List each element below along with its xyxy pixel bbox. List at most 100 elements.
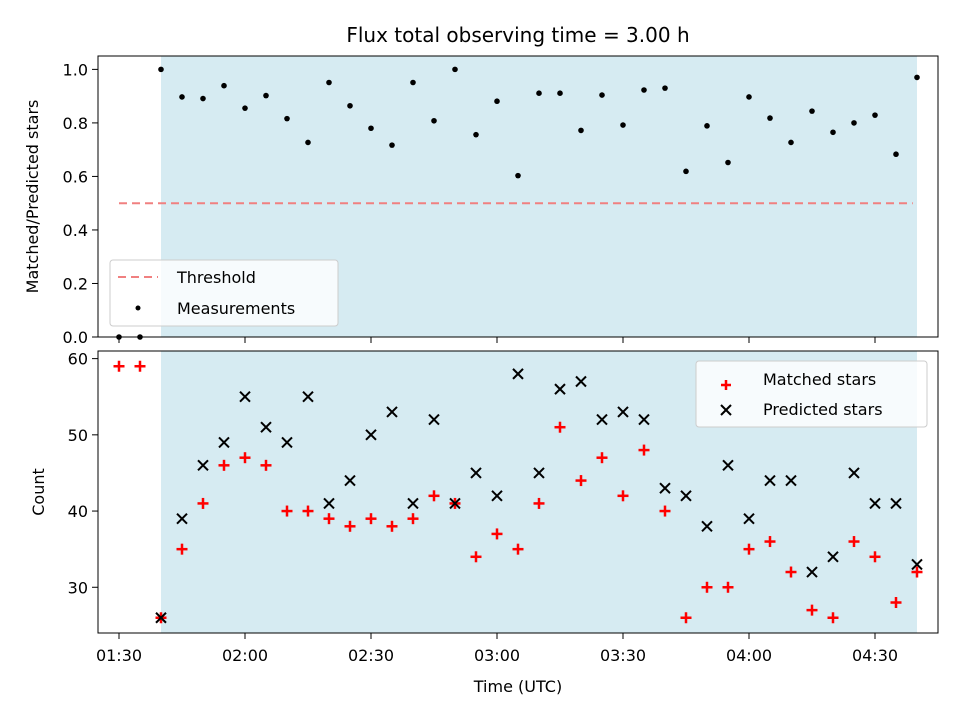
measurement-point bbox=[242, 105, 248, 111]
measurement-point bbox=[347, 102, 353, 109]
measurement-point bbox=[200, 95, 206, 102]
count-panel-frame bbox=[97, 350, 939, 634]
predicted-star-marker bbox=[806, 566, 818, 578]
predicted-star-marker bbox=[512, 368, 524, 380]
measurement-point bbox=[809, 108, 815, 114]
measurement-point bbox=[578, 127, 584, 134]
predicted-star-marker bbox=[218, 436, 230, 449]
predicted-star-marker bbox=[260, 421, 272, 433]
legend-predicted-label: Predicted stars bbox=[763, 400, 883, 419]
matched-star-marker bbox=[806, 604, 818, 616]
count-x-label: Time (UTC) bbox=[473, 677, 562, 696]
predicted-star-marker bbox=[638, 413, 650, 426]
measurement-point bbox=[536, 90, 542, 96]
ratio-y-tick-label: 0.4 bbox=[63, 221, 88, 240]
measurement-point bbox=[620, 122, 626, 128]
measurement-point bbox=[641, 87, 647, 93]
count-legend-box bbox=[695, 360, 928, 428]
predicted-star-marker bbox=[470, 467, 482, 479]
ratio-y-tick-label: 1.0 bbox=[63, 60, 88, 79]
legend-matched-swatch bbox=[721, 380, 731, 390]
matched-star-marker bbox=[638, 444, 650, 456]
measurement-point bbox=[683, 168, 689, 175]
legend-matched-label: Matched stars bbox=[763, 370, 876, 389]
measurement-point bbox=[305, 139, 311, 146]
matched-star-marker bbox=[407, 513, 419, 525]
matched-star-marker bbox=[386, 520, 398, 532]
predicted-star-marker bbox=[554, 383, 566, 395]
predicted-star-marker bbox=[722, 459, 734, 472]
predicted-star-marker bbox=[575, 375, 587, 388]
measurement-point bbox=[263, 92, 269, 99]
measurement-point bbox=[158, 66, 164, 73]
measurement-point bbox=[410, 79, 416, 86]
measurement-point bbox=[851, 120, 857, 126]
matched-star-marker bbox=[302, 505, 314, 517]
count-x-tick-label: 02:30 bbox=[348, 646, 394, 665]
ratio-panel: 0.0 0.2 0.4 0.6 0.8 1.0 Matched/Predicted sta… bbox=[23, 55, 939, 347]
predicted-star-marker bbox=[869, 497, 881, 510]
measurement-point bbox=[284, 115, 290, 122]
matched-star-marker bbox=[554, 421, 566, 433]
measurement-point bbox=[431, 117, 437, 124]
matched-star-marker bbox=[113, 360, 125, 372]
predicted-star-marker bbox=[323, 497, 335, 510]
count-y-ticks: 30 40 50 60 bbox=[68, 350, 98, 597]
measurement-point bbox=[368, 125, 374, 132]
measurement-point bbox=[830, 129, 836, 136]
measurement-point bbox=[893, 151, 899, 158]
matched-star-marker bbox=[323, 513, 335, 525]
predicted-star-marker bbox=[743, 512, 755, 525]
matched-star-marker bbox=[848, 536, 860, 548]
matched-star-marker bbox=[869, 551, 881, 563]
matched-star-marker bbox=[134, 360, 146, 372]
matched-star-marker bbox=[260, 459, 272, 471]
matched-star-marker bbox=[470, 551, 482, 563]
matched-star-marker bbox=[176, 543, 188, 555]
predicted-star-marker bbox=[764, 474, 776, 487]
measurement-point bbox=[725, 159, 731, 166]
matched-star-marker bbox=[659, 505, 671, 517]
measurement-point bbox=[914, 74, 920, 81]
predicted-star-marker bbox=[386, 406, 398, 418]
count-x-tick-label: 03:00 bbox=[474, 646, 520, 665]
ratio-y-tick-label: 0.0 bbox=[63, 328, 88, 347]
matched-star-marker bbox=[890, 597, 902, 609]
matched-star-marker bbox=[197, 497, 209, 509]
matched-star-marker bbox=[218, 459, 230, 471]
ratio-y-ticks: 0.0 0.2 0.4 0.6 0.8 1.0 bbox=[63, 60, 98, 347]
count-x-tick-label: 04:30 bbox=[852, 646, 898, 665]
matched-star-marker bbox=[722, 581, 734, 593]
predicted-star-marker bbox=[281, 436, 293, 449]
measurement-point bbox=[788, 139, 794, 146]
matched-star-marker bbox=[617, 490, 629, 502]
measurement-point bbox=[767, 115, 773, 121]
chart-title: Flux total observing time = 3.00 h bbox=[346, 23, 689, 47]
predicted-star-marker bbox=[428, 413, 440, 426]
matched-star-marker bbox=[743, 543, 755, 555]
measurement-point bbox=[746, 94, 752, 100]
count-x-tick-label: 02:00 bbox=[222, 646, 268, 665]
measurement-point bbox=[473, 131, 479, 138]
measurement-point bbox=[662, 85, 668, 91]
count-y-tick-label: 40 bbox=[68, 502, 88, 521]
matched-star-marker bbox=[764, 536, 776, 548]
ratio-legend-box bbox=[109, 259, 339, 327]
predicted-star-marker bbox=[596, 413, 608, 426]
matched-star-marker bbox=[680, 612, 692, 624]
count-x-tick-label: 04:00 bbox=[726, 646, 772, 665]
count-y-tick-label: 30 bbox=[68, 578, 88, 597]
matched-star-marker bbox=[785, 566, 797, 578]
matched-star-marker bbox=[512, 543, 524, 555]
matched-star-marker bbox=[701, 581, 713, 593]
measurement-point bbox=[704, 123, 710, 129]
count-legend: Matched stars Predicted stars bbox=[695, 360, 928, 428]
measurement-point bbox=[599, 92, 605, 98]
count-x-tick-label: 01:30 bbox=[96, 646, 142, 665]
predicted-star-marker bbox=[197, 459, 209, 472]
matched-star-marker bbox=[281, 505, 293, 517]
predicted-star-marker bbox=[491, 490, 503, 502]
measurement-point bbox=[494, 98, 500, 105]
